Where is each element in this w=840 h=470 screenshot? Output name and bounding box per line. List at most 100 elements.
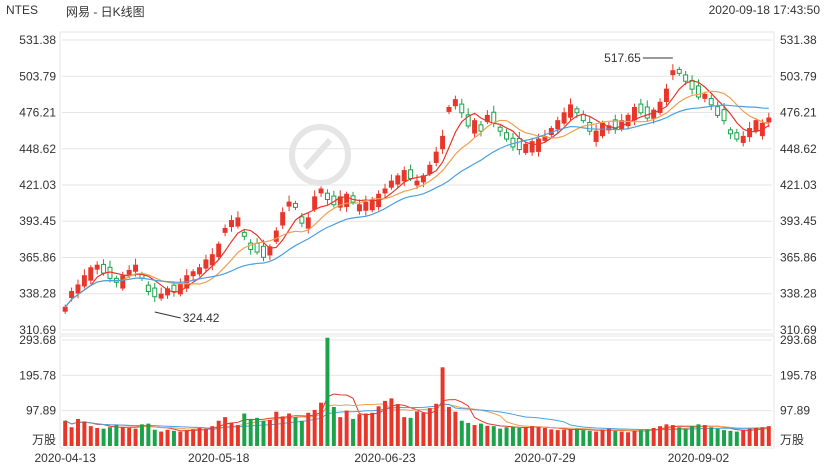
price-tick-label-left: 448.62 <box>19 142 56 156</box>
volume-bar <box>191 429 196 446</box>
price-tick-label-left: 338.28 <box>19 287 56 301</box>
volume-bar <box>127 427 132 446</box>
volume-bar <box>306 412 311 446</box>
volume-bar <box>421 412 426 446</box>
candle-body <box>254 242 260 253</box>
price-tick-label-right: 338.28 <box>780 287 817 301</box>
volume-bar <box>510 426 515 446</box>
chart-header: NTES 网易 - 日K线图 2020-09-18 17:43:50 <box>0 0 840 20</box>
annotation-leader-line <box>154 311 181 319</box>
candle-body <box>702 93 708 99</box>
volume-bar <box>536 427 541 446</box>
volume-bar <box>562 429 567 446</box>
candle-body <box>695 85 701 98</box>
volume-bar <box>638 430 643 446</box>
candle-body <box>708 98 714 106</box>
candle-body <box>593 130 599 142</box>
volume-bar <box>88 426 93 446</box>
candle-body <box>356 204 362 212</box>
candle-body <box>587 121 593 132</box>
candle-body <box>62 306 68 312</box>
volume-bar <box>600 429 605 446</box>
candle-body <box>638 103 644 114</box>
volume-bar <box>248 418 253 446</box>
candle-body <box>305 217 311 229</box>
volume-bar <box>747 428 752 446</box>
candle-body <box>158 293 164 299</box>
volume-bar <box>370 412 375 446</box>
volume-bar <box>472 425 477 446</box>
price-tick-label-left: 365.86 <box>19 251 56 265</box>
volume-bar <box>267 420 272 446</box>
ma20-line <box>64 104 769 308</box>
timestamp: 2020-09-18 17:43:50 <box>708 3 820 17</box>
volume-bar <box>171 430 176 446</box>
volume-bar <box>331 407 336 446</box>
candle-body <box>472 120 478 134</box>
candle-body <box>344 193 350 208</box>
candle-body <box>414 180 420 186</box>
volume-bar <box>658 426 663 446</box>
candle-body <box>568 104 573 118</box>
candle-body <box>574 108 580 114</box>
candle-body <box>280 212 286 226</box>
candle-body <box>75 284 81 294</box>
price-tick-label-right: 365.86 <box>780 251 817 265</box>
candle-body <box>516 138 522 151</box>
watermark <box>289 124 351 186</box>
candle-body <box>497 126 503 132</box>
volume-bar <box>606 428 611 446</box>
volume-bar <box>152 429 157 446</box>
volume-bar <box>619 431 624 446</box>
candle-body <box>126 269 132 275</box>
price-tick-label-left: 393.45 <box>19 214 56 228</box>
volume-bar <box>184 430 189 446</box>
volume-bar <box>165 429 170 446</box>
candle-body <box>197 267 203 275</box>
volume-bar <box>645 429 650 446</box>
candle-body <box>318 188 324 194</box>
candle-body <box>631 107 637 121</box>
candle-body <box>382 188 388 194</box>
candle-body <box>663 88 669 102</box>
candle-body <box>261 245 266 258</box>
stock-symbol: NTES <box>6 3 39 17</box>
candle-body <box>529 141 535 153</box>
volume-bar <box>594 431 599 446</box>
volume-bar <box>626 432 631 446</box>
volume-bar <box>664 424 669 446</box>
volume-bar <box>69 427 74 446</box>
price-panel-frame <box>59 31 775 335</box>
volume-tick-label-left: 97.89 <box>26 404 56 418</box>
price-tick-label-right: 421.03 <box>780 178 817 192</box>
candle-body <box>235 217 241 227</box>
volume-ma20-line <box>64 403 769 431</box>
candle-body <box>165 288 171 296</box>
volume-bar <box>709 427 714 446</box>
candle-body <box>446 107 452 112</box>
volume-bar <box>274 411 279 446</box>
candle-body <box>395 175 401 185</box>
volume-bar <box>139 424 144 446</box>
volume-bar <box>453 411 458 446</box>
candle-body <box>721 109 727 122</box>
volume-bar <box>549 429 554 446</box>
chart-title: 网易 - 日K线图 <box>66 5 145 19</box>
volume-bar <box>613 430 618 446</box>
date-axis-label: 2020-05-18 <box>188 451 250 465</box>
price-tick-label-right: 503.79 <box>780 69 817 83</box>
price-tick-label-right: 310.69 <box>780 323 817 337</box>
volume-bar <box>715 428 720 446</box>
volume-bar <box>287 413 292 446</box>
candle-body <box>101 263 107 274</box>
price-tick-label-left: 503.79 <box>19 69 56 83</box>
price-tick-label-right: 393.45 <box>780 214 817 228</box>
ma10-line <box>64 90 770 308</box>
volume-bar <box>466 422 471 446</box>
candle-body <box>657 101 663 114</box>
volume-bar <box>63 420 68 446</box>
candle-body <box>440 135 446 150</box>
candle-body <box>408 169 414 179</box>
volume-bar <box>363 413 368 446</box>
volume-ma10-line <box>64 403 769 432</box>
